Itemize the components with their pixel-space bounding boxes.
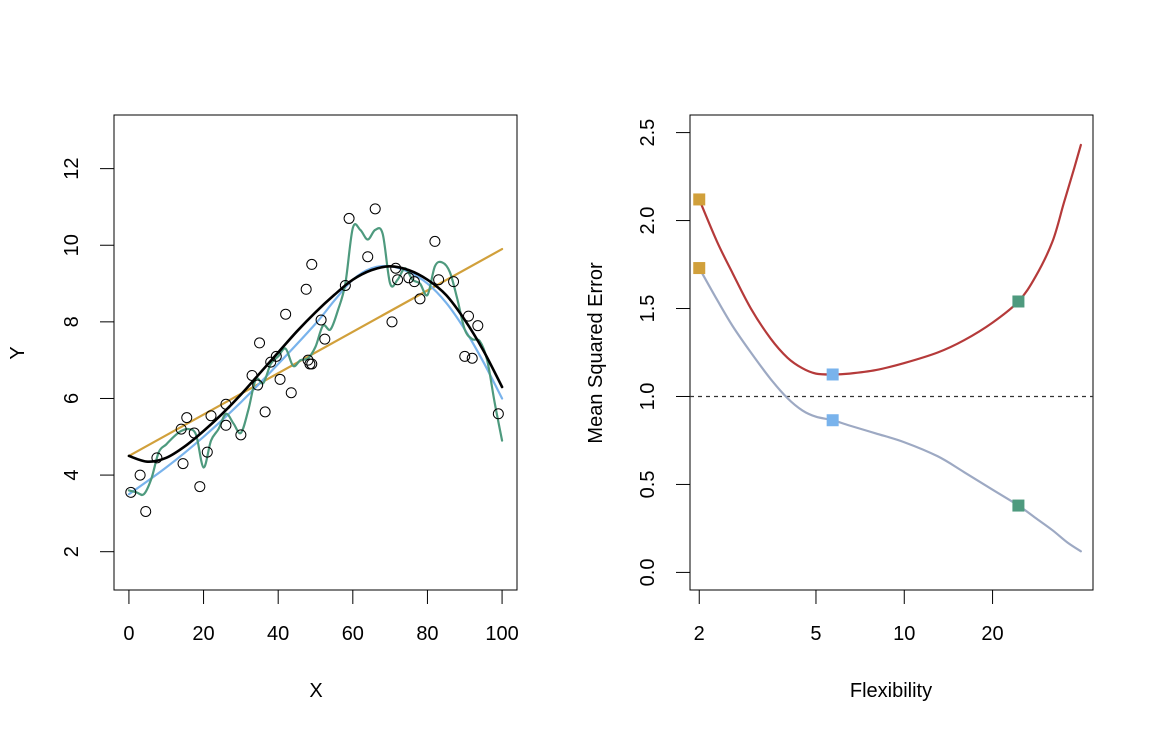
left-x-axis-label: X <box>309 680 322 702</box>
right-panel: 2 5 10 20 0.0 0.5 1.0 1.5 2.0 2.5 Flexibility Me… <box>585 114 1094 702</box>
right-y-axis: 0.0 0.5 1.0 1.5 2.0 2.5 <box>637 119 691 587</box>
data-point <box>315 314 327 326</box>
right-x-tick-label: 10 <box>893 623 915 645</box>
data-point <box>265 356 277 368</box>
data-point <box>448 276 460 288</box>
data-point <box>429 235 441 247</box>
data-point <box>300 283 312 295</box>
data-point <box>254 337 266 349</box>
right-y-tick-label: 1.0 <box>637 383 659 411</box>
left-y-axis-label: Y <box>7 346 29 359</box>
data-point <box>134 469 146 481</box>
data-point <box>472 320 484 332</box>
left-x-tick-label: 100 <box>485 623 518 645</box>
data-point <box>259 406 271 418</box>
data-point <box>390 262 402 274</box>
data-point <box>343 212 355 224</box>
right-x-axis: 2 5 10 20 <box>694 589 1004 645</box>
right-y-axis-label: Mean Squared Error <box>585 262 607 444</box>
data-point <box>140 505 152 517</box>
right-x-axis-label: Flexibility <box>850 680 932 702</box>
data-point <box>177 458 189 470</box>
data-point <box>285 387 297 399</box>
left-panel: 0 20 40 60 80 100 2 4 6 8 10 12 X Y <box>7 114 519 702</box>
data-point <box>194 481 206 493</box>
right-x-tick-label: 20 <box>981 623 1003 645</box>
left-x-tick-label: 60 <box>342 623 364 645</box>
left-x-tick-label: 0 <box>123 623 134 645</box>
mse-marker <box>826 368 839 381</box>
right-x-tick-label: 5 <box>810 623 821 645</box>
left-series-linear-line <box>127 247 504 458</box>
data-point <box>188 427 200 439</box>
mse-marker <box>693 193 706 206</box>
data-point <box>270 350 282 362</box>
data-point <box>125 486 137 498</box>
right-y-tick-label: 2.5 <box>637 119 659 147</box>
mse-marker <box>1012 499 1025 512</box>
test-mse-line <box>698 143 1082 376</box>
data-point <box>306 358 318 370</box>
data-point <box>408 276 420 288</box>
data-point <box>319 333 331 345</box>
left-x-tick-label: 40 <box>267 623 289 645</box>
right-y-tick-label: 0.5 <box>637 471 659 499</box>
left-series-wiggly-line <box>127 223 504 497</box>
mse-marker <box>693 262 706 275</box>
data-point <box>151 452 163 464</box>
left-y-tick-label: 2 <box>61 546 83 557</box>
left-series-truth-line <box>127 265 504 464</box>
data-point <box>414 293 426 305</box>
left-series-smooth-line <box>127 264 504 496</box>
data-point <box>403 272 415 284</box>
data-point <box>235 429 247 441</box>
data-point <box>459 350 471 362</box>
left-x-tick-label: 80 <box>416 623 438 645</box>
right-x-tick-label: 2 <box>694 623 705 645</box>
data-point <box>339 279 351 291</box>
left-y-tick-label: 10 <box>61 234 83 256</box>
data-point <box>205 410 217 422</box>
right-markers-group <box>693 193 1025 512</box>
data-point <box>462 310 474 322</box>
data-point <box>369 203 381 215</box>
data-point <box>274 373 286 385</box>
data-point <box>175 423 187 435</box>
data-point <box>362 251 374 263</box>
data-point <box>433 274 445 286</box>
data-point <box>220 398 232 410</box>
right-series-group <box>698 143 1082 553</box>
right-y-tick-label: 2.0 <box>637 207 659 235</box>
data-point <box>201 446 213 458</box>
right-y-tick-label: 0.0 <box>637 559 659 587</box>
data-point <box>492 408 504 420</box>
data-point <box>220 419 232 431</box>
data-point <box>306 258 318 270</box>
training-mse-line <box>698 266 1082 553</box>
left-x-axis: 0 20 40 60 80 100 <box>123 589 519 645</box>
data-point <box>392 274 404 286</box>
left-y-tick-label: 6 <box>61 393 83 404</box>
left-points-group <box>125 203 504 517</box>
data-point <box>280 308 292 320</box>
data-point <box>252 379 264 391</box>
left-y-tick-label: 8 <box>61 316 83 327</box>
left-y-tick-label: 12 <box>61 158 83 180</box>
data-point <box>466 352 478 364</box>
mse-marker <box>826 414 839 427</box>
mse-marker <box>1012 295 1025 308</box>
left-y-axis: 2 4 6 8 10 12 <box>61 158 115 557</box>
data-point <box>246 369 258 381</box>
left-series-group <box>127 223 504 497</box>
data-point <box>386 316 398 328</box>
left-x-tick-label: 20 <box>192 623 214 645</box>
left-y-tick-label: 4 <box>61 470 83 481</box>
right-y-tick-label: 1.5 <box>637 295 659 323</box>
data-point <box>181 412 193 424</box>
